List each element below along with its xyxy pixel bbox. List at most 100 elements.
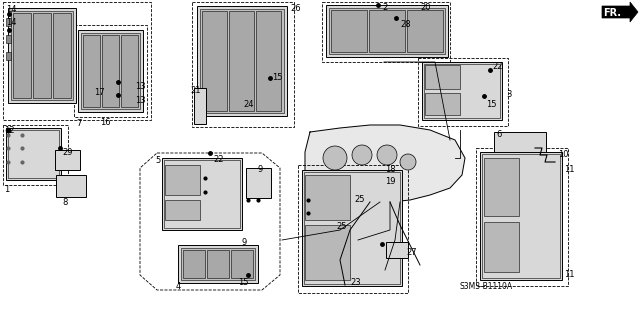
Bar	[480, 152, 562, 280]
Bar	[305, 175, 350, 220]
Bar	[183, 250, 205, 278]
Text: 9: 9	[242, 238, 247, 247]
Polygon shape	[305, 125, 465, 202]
Bar	[8, 130, 59, 178]
Text: 28: 28	[400, 20, 411, 29]
Bar	[482, 154, 560, 278]
Bar	[246, 168, 271, 198]
Text: 1: 1	[4, 185, 9, 194]
Bar	[165, 165, 200, 195]
Bar	[165, 200, 200, 220]
Text: S3M3-B1110A: S3M3-B1110A	[460, 282, 513, 291]
Bar	[202, 11, 227, 111]
Text: 9: 9	[258, 165, 263, 174]
Bar	[207, 250, 229, 278]
Bar	[476, 148, 568, 286]
Text: 24: 24	[243, 100, 253, 109]
Bar	[53, 13, 71, 98]
Circle shape	[377, 145, 397, 165]
Circle shape	[352, 145, 372, 165]
Text: 14: 14	[6, 18, 17, 27]
Bar	[194, 88, 206, 124]
Text: 14: 14	[6, 5, 17, 14]
Bar	[192, 2, 294, 127]
Bar	[164, 160, 240, 228]
Polygon shape	[602, 2, 638, 22]
Text: 15: 15	[486, 100, 497, 109]
Text: 2: 2	[382, 3, 387, 12]
Text: 22: 22	[213, 155, 223, 164]
Text: 6: 6	[496, 130, 501, 139]
Bar	[13, 13, 31, 98]
Text: 25: 25	[336, 222, 346, 231]
Text: 22: 22	[492, 62, 502, 71]
Text: 13: 13	[135, 82, 146, 91]
Text: 19: 19	[385, 177, 396, 186]
Bar	[304, 172, 400, 284]
Text: 3: 3	[506, 90, 511, 99]
Bar	[418, 58, 508, 126]
Text: 10: 10	[558, 150, 568, 159]
Bar	[425, 93, 460, 115]
Bar	[55, 150, 80, 170]
Text: 15: 15	[238, 278, 248, 287]
Bar	[3, 125, 68, 185]
Bar	[56, 175, 86, 197]
Bar	[3, 2, 151, 120]
Bar	[322, 2, 450, 62]
Text: 12: 12	[4, 126, 15, 135]
Bar	[305, 225, 350, 280]
Bar	[425, 65, 460, 89]
Bar	[178, 245, 258, 283]
Bar	[74, 25, 147, 117]
Bar	[181, 248, 255, 280]
Circle shape	[323, 146, 347, 170]
Bar	[298, 165, 408, 293]
Bar	[386, 242, 408, 258]
Circle shape	[400, 154, 416, 170]
Bar	[6, 128, 61, 180]
Bar	[102, 35, 119, 107]
Bar	[369, 10, 405, 52]
Text: 15: 15	[272, 73, 282, 82]
Bar	[197, 6, 287, 116]
Text: 25: 25	[354, 195, 365, 204]
Text: FR.: FR.	[603, 8, 621, 18]
Bar	[6, 18, 11, 26]
Bar	[329, 8, 445, 54]
Text: 27: 27	[406, 248, 417, 257]
Bar	[121, 35, 138, 107]
Bar	[484, 222, 519, 272]
Bar	[407, 10, 443, 52]
Bar	[494, 132, 546, 180]
Bar	[162, 158, 242, 230]
Bar	[6, 52, 11, 60]
Text: 29: 29	[62, 148, 72, 157]
Bar	[326, 5, 448, 57]
Text: 11: 11	[564, 165, 575, 174]
Text: 20: 20	[420, 3, 431, 12]
Bar	[33, 13, 51, 98]
Bar	[6, 35, 11, 43]
Bar	[200, 9, 284, 113]
Bar	[81, 33, 140, 109]
Text: 21: 21	[190, 86, 200, 95]
Bar	[484, 158, 519, 216]
Text: 7: 7	[76, 119, 81, 128]
Bar	[83, 35, 100, 107]
Bar	[78, 30, 143, 112]
Bar	[331, 10, 367, 52]
Bar	[229, 11, 254, 111]
Text: 13: 13	[135, 96, 146, 105]
Text: 8: 8	[62, 198, 67, 207]
Bar	[424, 64, 500, 118]
Text: 23: 23	[350, 278, 360, 287]
Text: 5: 5	[155, 156, 160, 165]
Text: 11: 11	[564, 270, 575, 279]
Bar	[8, 8, 76, 103]
Text: 4: 4	[176, 282, 181, 291]
Text: 18: 18	[385, 165, 396, 174]
Bar	[11, 11, 73, 100]
Text: 16: 16	[100, 118, 111, 127]
Text: 17: 17	[94, 88, 104, 97]
